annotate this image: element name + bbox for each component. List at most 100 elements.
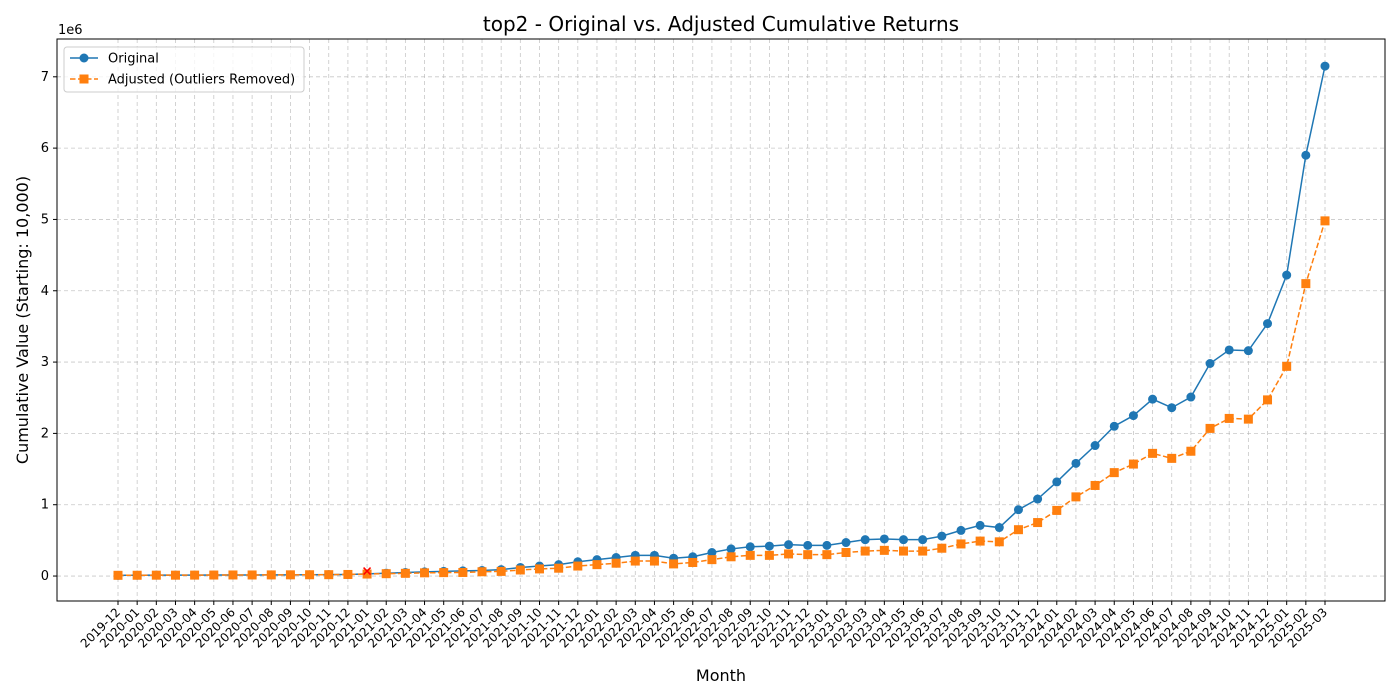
data-point [1282,270,1292,280]
data-point [1013,505,1023,515]
data-point [1282,361,1292,371]
grid [57,39,1385,601]
data-point [209,570,219,580]
data-point [79,53,89,63]
data-point [1320,216,1330,226]
plot [113,61,1330,580]
data-point [1148,394,1158,404]
y-offset-label: 1e6 [58,23,83,38]
data-point [1128,459,1138,469]
data-point [975,536,985,546]
data-point [994,523,1004,533]
data-point [822,550,832,560]
outlier-x [363,567,372,576]
data-point [784,549,794,559]
data-point [1205,423,1215,433]
data-point [1301,279,1311,289]
data-point [554,563,564,573]
y-tick-label: 6 [41,141,49,156]
data-point [1013,525,1023,535]
y-tick-label: 4 [41,284,49,299]
data-point [285,570,295,580]
data-point [1148,448,1158,458]
data-point [707,555,717,565]
data-point [803,540,813,550]
data-point [956,539,966,549]
data-point [228,570,238,580]
data-point [726,552,736,562]
data-point [764,550,774,560]
data-point [1033,494,1043,504]
data-point [190,570,200,580]
data-point [1071,458,1081,468]
data-point [899,546,909,556]
data-point [879,545,889,555]
y-tick-label: 2 [41,426,49,441]
legend-label: Original [108,52,159,67]
data-point [1109,468,1119,478]
data-point [745,542,755,552]
data-point [573,561,583,571]
data-point [1090,441,1100,451]
data-point [1167,403,1177,413]
data-point [1090,480,1100,490]
data-point [707,548,717,558]
data-point [1128,411,1138,421]
data-point [420,568,430,578]
data-point [879,534,889,544]
data-point [305,570,315,580]
data-point [841,548,851,558]
data-point [918,535,928,545]
data-point [113,570,123,580]
data-point [784,540,794,550]
legend-box [63,46,305,93]
data-point [1033,518,1043,528]
data-point [477,567,487,577]
data-point [132,570,142,580]
y-tick-label: 3 [41,355,49,370]
data-point [822,540,832,550]
data-point [1263,319,1273,329]
legend: Original Adjusted (Outliers Removed) [63,46,305,93]
data-point [381,569,391,579]
y-tick-label: 7 [41,70,49,85]
data-point [1052,477,1062,487]
data-point [1320,61,1330,71]
y-tick-label: 5 [41,212,49,227]
data-point [1167,453,1177,463]
data-point [170,570,180,580]
data-point [860,546,870,556]
data-point [994,537,1004,547]
data-point [362,569,372,579]
chart-title: top2 - Original vs. Adjusted Cumulative … [483,12,959,36]
data-point [400,568,410,578]
data-point [956,525,966,535]
data-point [247,570,257,580]
data-point [669,559,679,569]
data-point [343,569,353,579]
data-point [324,570,334,580]
data-point [649,556,659,566]
data-point [1243,346,1253,356]
data-point [1071,492,1081,502]
data-point [1243,414,1253,424]
data-point [975,520,985,530]
data-point [630,556,640,566]
data-point [1186,392,1196,402]
data-point [1109,421,1119,431]
y-tick-label: 1 [41,498,49,513]
legend-label: Adjusted (Outliers Removed) [108,73,295,88]
data-point [1205,359,1215,369]
data-point [496,566,506,576]
data-point [151,570,161,580]
data-point [266,570,276,580]
data-point [534,564,544,574]
data-point [1186,446,1196,456]
y-tick-label: 0 [41,569,49,584]
data-point [937,543,947,553]
data-point [515,565,525,575]
data-point [860,535,870,545]
data-point [764,541,774,551]
